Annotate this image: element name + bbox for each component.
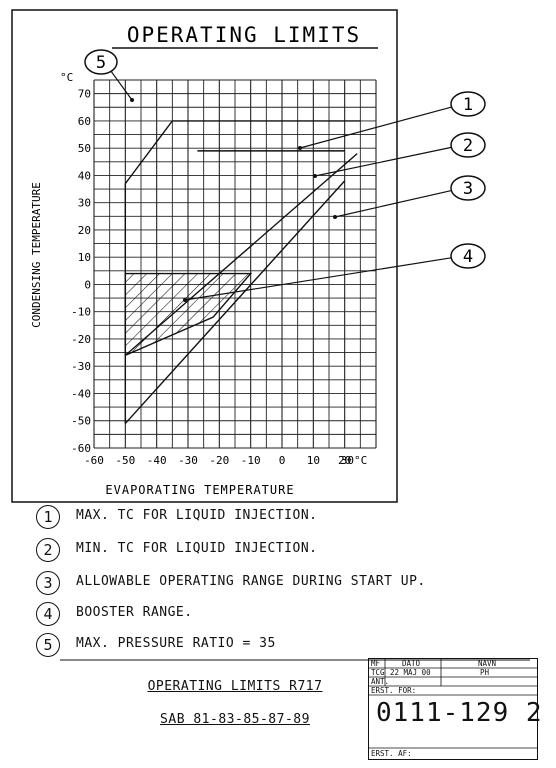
tb-navn: NAVN [478, 659, 497, 668]
y-tick-label: 70 [78, 88, 91, 101]
legend-text: MAX. PRESSURE RATIO = 35 [76, 636, 276, 651]
y-axis-label: CONDENSING TEMPERATURE [30, 182, 43, 328]
y-tick-label: 50 [78, 142, 91, 155]
legend-text: MAX. TC FOR LIQUID INJECTION. [76, 508, 318, 523]
callout-leader [334, 189, 452, 218]
tb-date: 22 MAJ 00 [390, 668, 431, 677]
x-axis-label: EVAPORATING TEMPERATURE [105, 483, 294, 497]
y-tick-label: -10 [71, 306, 91, 319]
legend-text: MIN. TC FOR LIQUID INJECTION. [76, 541, 318, 556]
series-line-3 [124, 180, 346, 424]
series-line-5 [124, 120, 361, 185]
legend-number: 4 [36, 602, 60, 626]
x-tick-label: -40 [147, 454, 167, 467]
x-tick-label: -20 [209, 454, 229, 467]
legend-number: 3 [36, 571, 60, 595]
callout-dot [313, 174, 317, 178]
callout-number: 5 [96, 53, 106, 73]
x-tick-label: 20 [338, 454, 351, 467]
callout-leader [299, 106, 452, 149]
tb-erst-af: ERST. AF: [371, 749, 412, 758]
callout-number: 4 [463, 247, 473, 267]
legend-number: 2 [36, 538, 60, 562]
y-tick-label: -20 [71, 333, 91, 346]
legend-number: 5 [36, 633, 60, 657]
tb-mf: MF [371, 659, 381, 668]
callout-dot [183, 298, 187, 302]
tb-tcg: TCG [371, 668, 385, 677]
legend-item: 1 MAX. TC FOR LIQUID INJECTION. [36, 505, 556, 531]
callout-dot [130, 98, 134, 102]
tb-erst-for: ERST. FOR: [371, 686, 417, 695]
y-tick-label: 0 [84, 278, 91, 291]
chart-border [11, 9, 398, 503]
callout-dot [298, 146, 302, 150]
title-block-grid [368, 658, 538, 760]
callout-leader [314, 146, 452, 177]
tb-dato: DATO [402, 659, 421, 668]
callout-number: 2 [463, 136, 473, 156]
x-tick-label: -50 [115, 454, 135, 467]
callout-circle [450, 243, 486, 269]
legend-number: 1 [36, 505, 60, 529]
legend-item: 5 MAX. PRESSURE RATIO = 35 [36, 633, 556, 659]
x-tick-label: 0 [279, 454, 286, 467]
y-tick-label: 20 [78, 224, 91, 237]
callout-dot [333, 215, 337, 219]
x-tick-label: -10 [241, 454, 261, 467]
x-tick-label: -60 [84, 454, 104, 467]
y-tick-label: 40 [78, 169, 91, 182]
legend-item: 2 MIN. TC FOR LIQUID INJECTION. [36, 538, 556, 564]
y-tick-label: -40 [71, 387, 91, 400]
y-unit: °C [60, 71, 73, 84]
tb-initials: PH [480, 668, 490, 677]
callout-circle [450, 132, 486, 158]
title-block: MF DATO NAVN TCG 22 MAJ 00 PH ANT. ERST.… [368, 658, 542, 760]
drawing-subtitle: OPERATING LIMITS R717 [147, 679, 323, 694]
tb-ant: ANT. [371, 677, 390, 686]
callout-leader [110, 70, 133, 101]
legend-item: 4 BOOSTER RANGE. [36, 602, 556, 628]
x-unit: 30°C [341, 454, 368, 467]
callout-circle [450, 91, 486, 117]
callout-leader [184, 257, 452, 301]
y-tick-label: -50 [71, 415, 91, 428]
y-tick-label: 30 [78, 197, 91, 210]
legend-text: ALLOWABLE OPERATING RANGE DURING START U… [76, 574, 426, 589]
y-tick-label: -60 [71, 442, 91, 455]
callout-number: 1 [463, 95, 473, 115]
callout-circle [84, 49, 118, 75]
y-tick-label: 10 [78, 251, 91, 264]
drawing-number: 0111-129 2 [376, 698, 543, 728]
chart-title: OPERATING LIMITS [127, 23, 361, 47]
legend-text: BOOSTER RANGE. [76, 605, 193, 620]
x-tick-label: 10 [307, 454, 320, 467]
legend-item: 3 ALLOWABLE OPERATING RANGE DURING START… [36, 571, 556, 597]
x-tick-label: -30 [178, 454, 198, 467]
drawing-models: SAB 81-83-85-87-89 [160, 712, 310, 727]
y-tick-label: -30 [71, 360, 91, 373]
y-tick-label: 60 [78, 115, 91, 128]
callout-number: 3 [463, 179, 473, 199]
callout-circle [450, 175, 486, 201]
